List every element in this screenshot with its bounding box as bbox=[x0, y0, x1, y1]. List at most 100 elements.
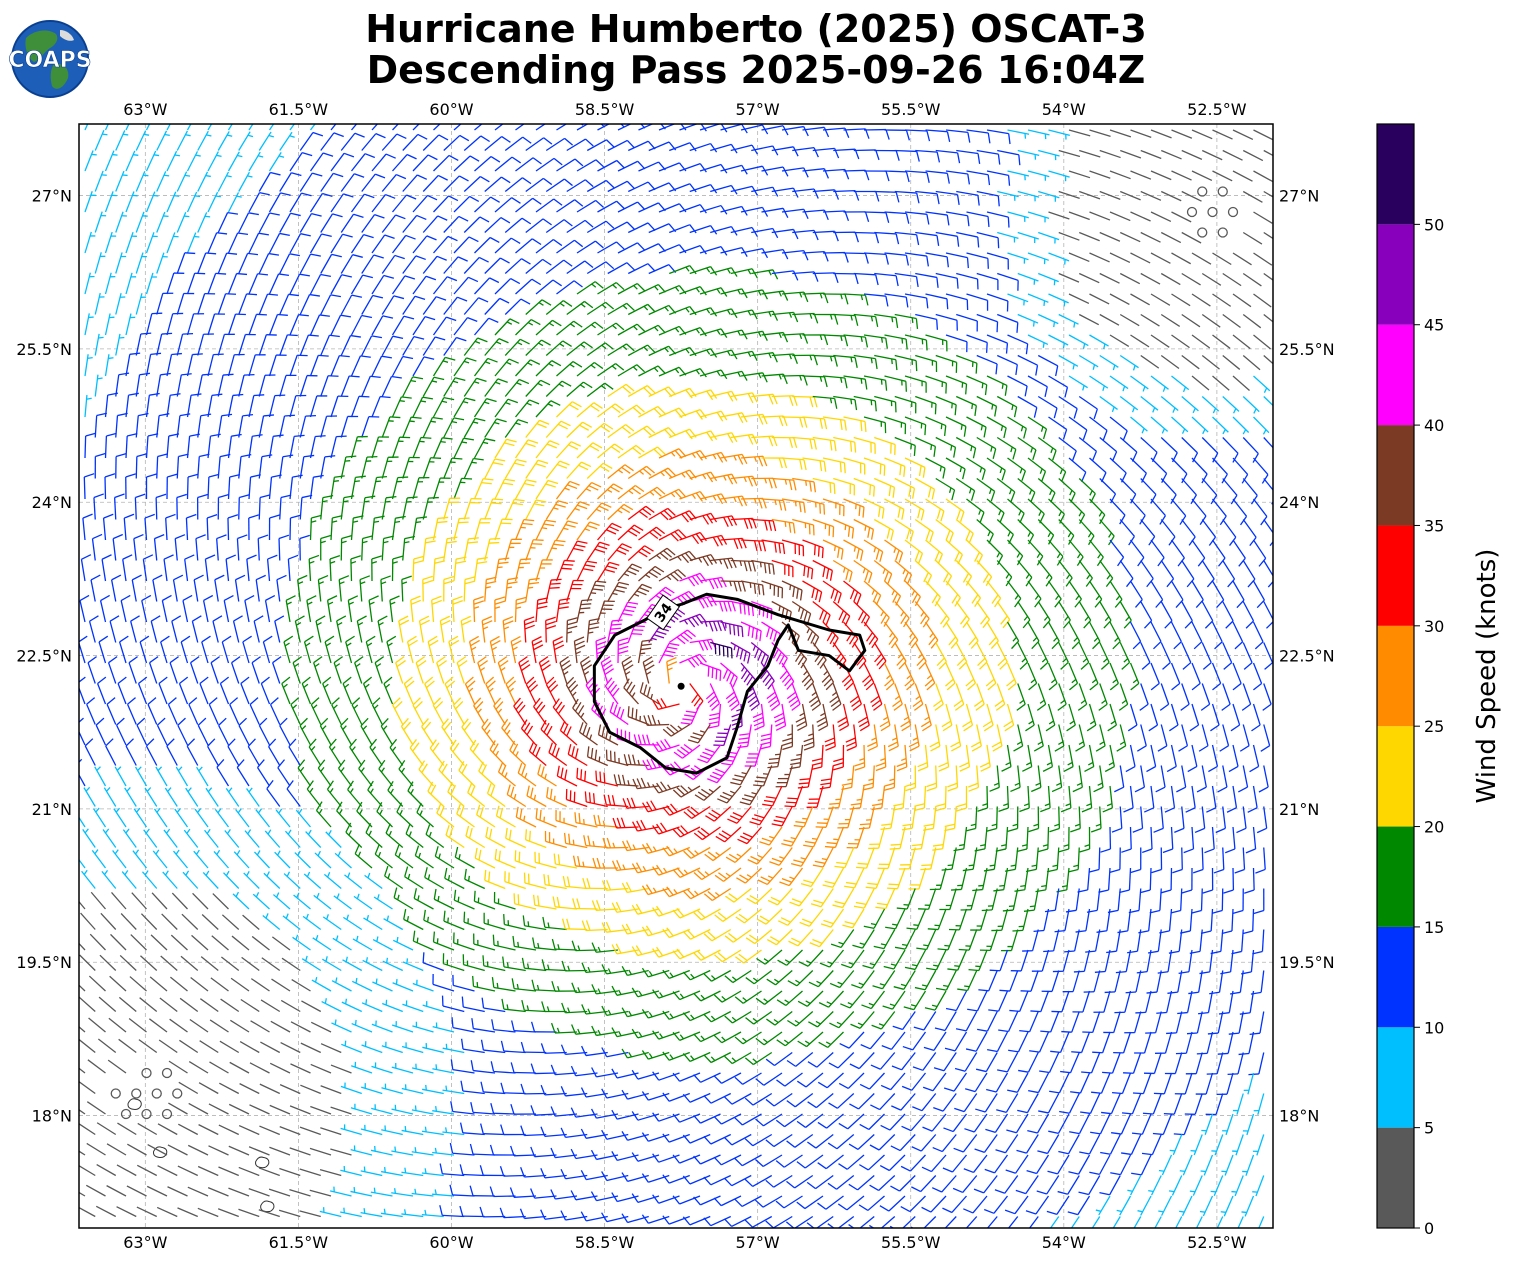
wind-barb bbox=[751, 227, 779, 239]
wind-barb bbox=[802, 334, 829, 346]
colorbar-tick-label: 10 bbox=[1424, 1018, 1444, 1037]
wind-barb bbox=[1089, 170, 1111, 179]
wind-barb bbox=[976, 190, 1000, 207]
wind-barb bbox=[166, 312, 184, 336]
wind-barb bbox=[135, 372, 151, 397]
wind-barb bbox=[1027, 129, 1050, 140]
wind-barb bbox=[894, 149, 920, 162]
wind-barb bbox=[545, 340, 572, 356]
wind-barb bbox=[1191, 170, 1213, 182]
wind-barb bbox=[391, 355, 414, 377]
wind-barb bbox=[1140, 149, 1162, 160]
wind-barb bbox=[833, 231, 859, 243]
lon-tick-label-top: 57°W bbox=[736, 100, 780, 119]
wind-barb bbox=[94, 374, 103, 397]
wind-barb bbox=[935, 313, 958, 331]
wind-barb bbox=[125, 352, 141, 377]
gridlines bbox=[79, 124, 1273, 1228]
wind-barb bbox=[863, 252, 889, 265]
wind-barb bbox=[412, 235, 437, 254]
wind-barb bbox=[125, 150, 139, 172]
wind-barb bbox=[802, 126, 830, 138]
wind-barb bbox=[556, 320, 583, 336]
wind-barb bbox=[1109, 170, 1131, 180]
wind-barb bbox=[299, 374, 318, 397]
wind-barb bbox=[1130, 252, 1151, 264]
wind-barb bbox=[330, 193, 354, 213]
wind-barb bbox=[1078, 272, 1100, 284]
wind-barb bbox=[1160, 354, 1180, 370]
wind-barb bbox=[299, 293, 320, 315]
wind-barb bbox=[289, 354, 308, 377]
lat-tick-label-right: 18°N bbox=[1279, 1107, 1319, 1126]
wind-barb bbox=[248, 273, 269, 295]
wind-barb bbox=[381, 133, 407, 151]
wind-barb bbox=[1181, 149, 1203, 160]
wind-barb bbox=[1027, 375, 1048, 397]
wind-barb bbox=[1058, 149, 1081, 158]
wind-barb bbox=[1232, 252, 1252, 266]
lat-tick-label-left: 25.5°N bbox=[16, 340, 72, 359]
wind-barb bbox=[956, 354, 978, 374]
wind-barb bbox=[279, 172, 302, 192]
wind-barb bbox=[1181, 190, 1202, 202]
wind-barb bbox=[1109, 211, 1131, 222]
wind-barb bbox=[986, 252, 1009, 270]
colorbar-tick-label: 0 bbox=[1424, 1219, 1434, 1238]
wind-barb bbox=[504, 258, 531, 274]
wind-barb bbox=[710, 184, 738, 195]
wind-barb bbox=[1007, 129, 1030, 139]
wind-barb bbox=[433, 195, 459, 213]
wind-barb bbox=[197, 333, 214, 356]
wind-barb bbox=[309, 192, 333, 213]
wind-barb bbox=[1027, 334, 1049, 348]
wind-barb bbox=[473, 357, 498, 377]
colorbar-tick-label: 35 bbox=[1424, 516, 1444, 535]
wind-barb bbox=[217, 171, 232, 192]
wind-barb bbox=[884, 293, 909, 308]
wind-barb bbox=[258, 171, 281, 192]
wind-barb bbox=[474, 196, 500, 213]
wind-barb bbox=[453, 195, 480, 213]
wind-barb bbox=[361, 173, 386, 192]
wind-barb bbox=[463, 175, 490, 192]
wind-barb bbox=[812, 354, 838, 367]
wind-barb bbox=[802, 375, 828, 388]
wind-barb bbox=[402, 376, 424, 397]
wind-barb bbox=[617, 201, 646, 213]
wind-barb bbox=[1160, 190, 1182, 202]
wind-barb bbox=[186, 191, 201, 213]
map-background bbox=[79, 124, 1273, 1228]
wind-barb bbox=[607, 221, 635, 234]
wind-barb bbox=[1140, 313, 1160, 327]
wind-barb bbox=[463, 337, 488, 356]
wind-barb bbox=[84, 124, 89, 131]
wind-barb bbox=[156, 211, 169, 233]
wind-barb bbox=[751, 145, 779, 156]
wind-barb bbox=[884, 252, 909, 266]
wind-barb bbox=[94, 211, 107, 233]
wind-barb bbox=[792, 146, 819, 158]
wind-barb bbox=[976, 313, 999, 333]
wind-barb bbox=[822, 293, 849, 305]
wind-barb bbox=[689, 183, 718, 194]
map-panel: 34 63°W 61.5°W 60°W 58.5°W 57°W 55.5°W 54°W 52.… bbox=[16, 100, 1334, 1252]
colorbar-bin bbox=[1377, 1027, 1414, 1128]
wind-barb bbox=[1227, 206, 1239, 218]
wind-barb bbox=[966, 334, 988, 353]
wind-barb bbox=[874, 149, 900, 161]
wind-barb bbox=[463, 216, 490, 233]
wind-barb bbox=[1058, 190, 1080, 199]
wind-barb bbox=[945, 375, 968, 395]
wind-barb bbox=[894, 354, 918, 372]
wind-barb bbox=[350, 314, 373, 336]
wind-barb bbox=[94, 170, 107, 192]
wind-barb bbox=[617, 242, 646, 254]
wind-barb bbox=[1171, 293, 1191, 307]
wind-barb bbox=[474, 317, 499, 336]
colorbar-bin bbox=[1377, 324, 1414, 426]
wind-barb bbox=[986, 375, 1008, 396]
wind-barb bbox=[392, 124, 400, 131]
wind-barb bbox=[1253, 375, 1271, 393]
wind-barb bbox=[874, 354, 898, 371]
